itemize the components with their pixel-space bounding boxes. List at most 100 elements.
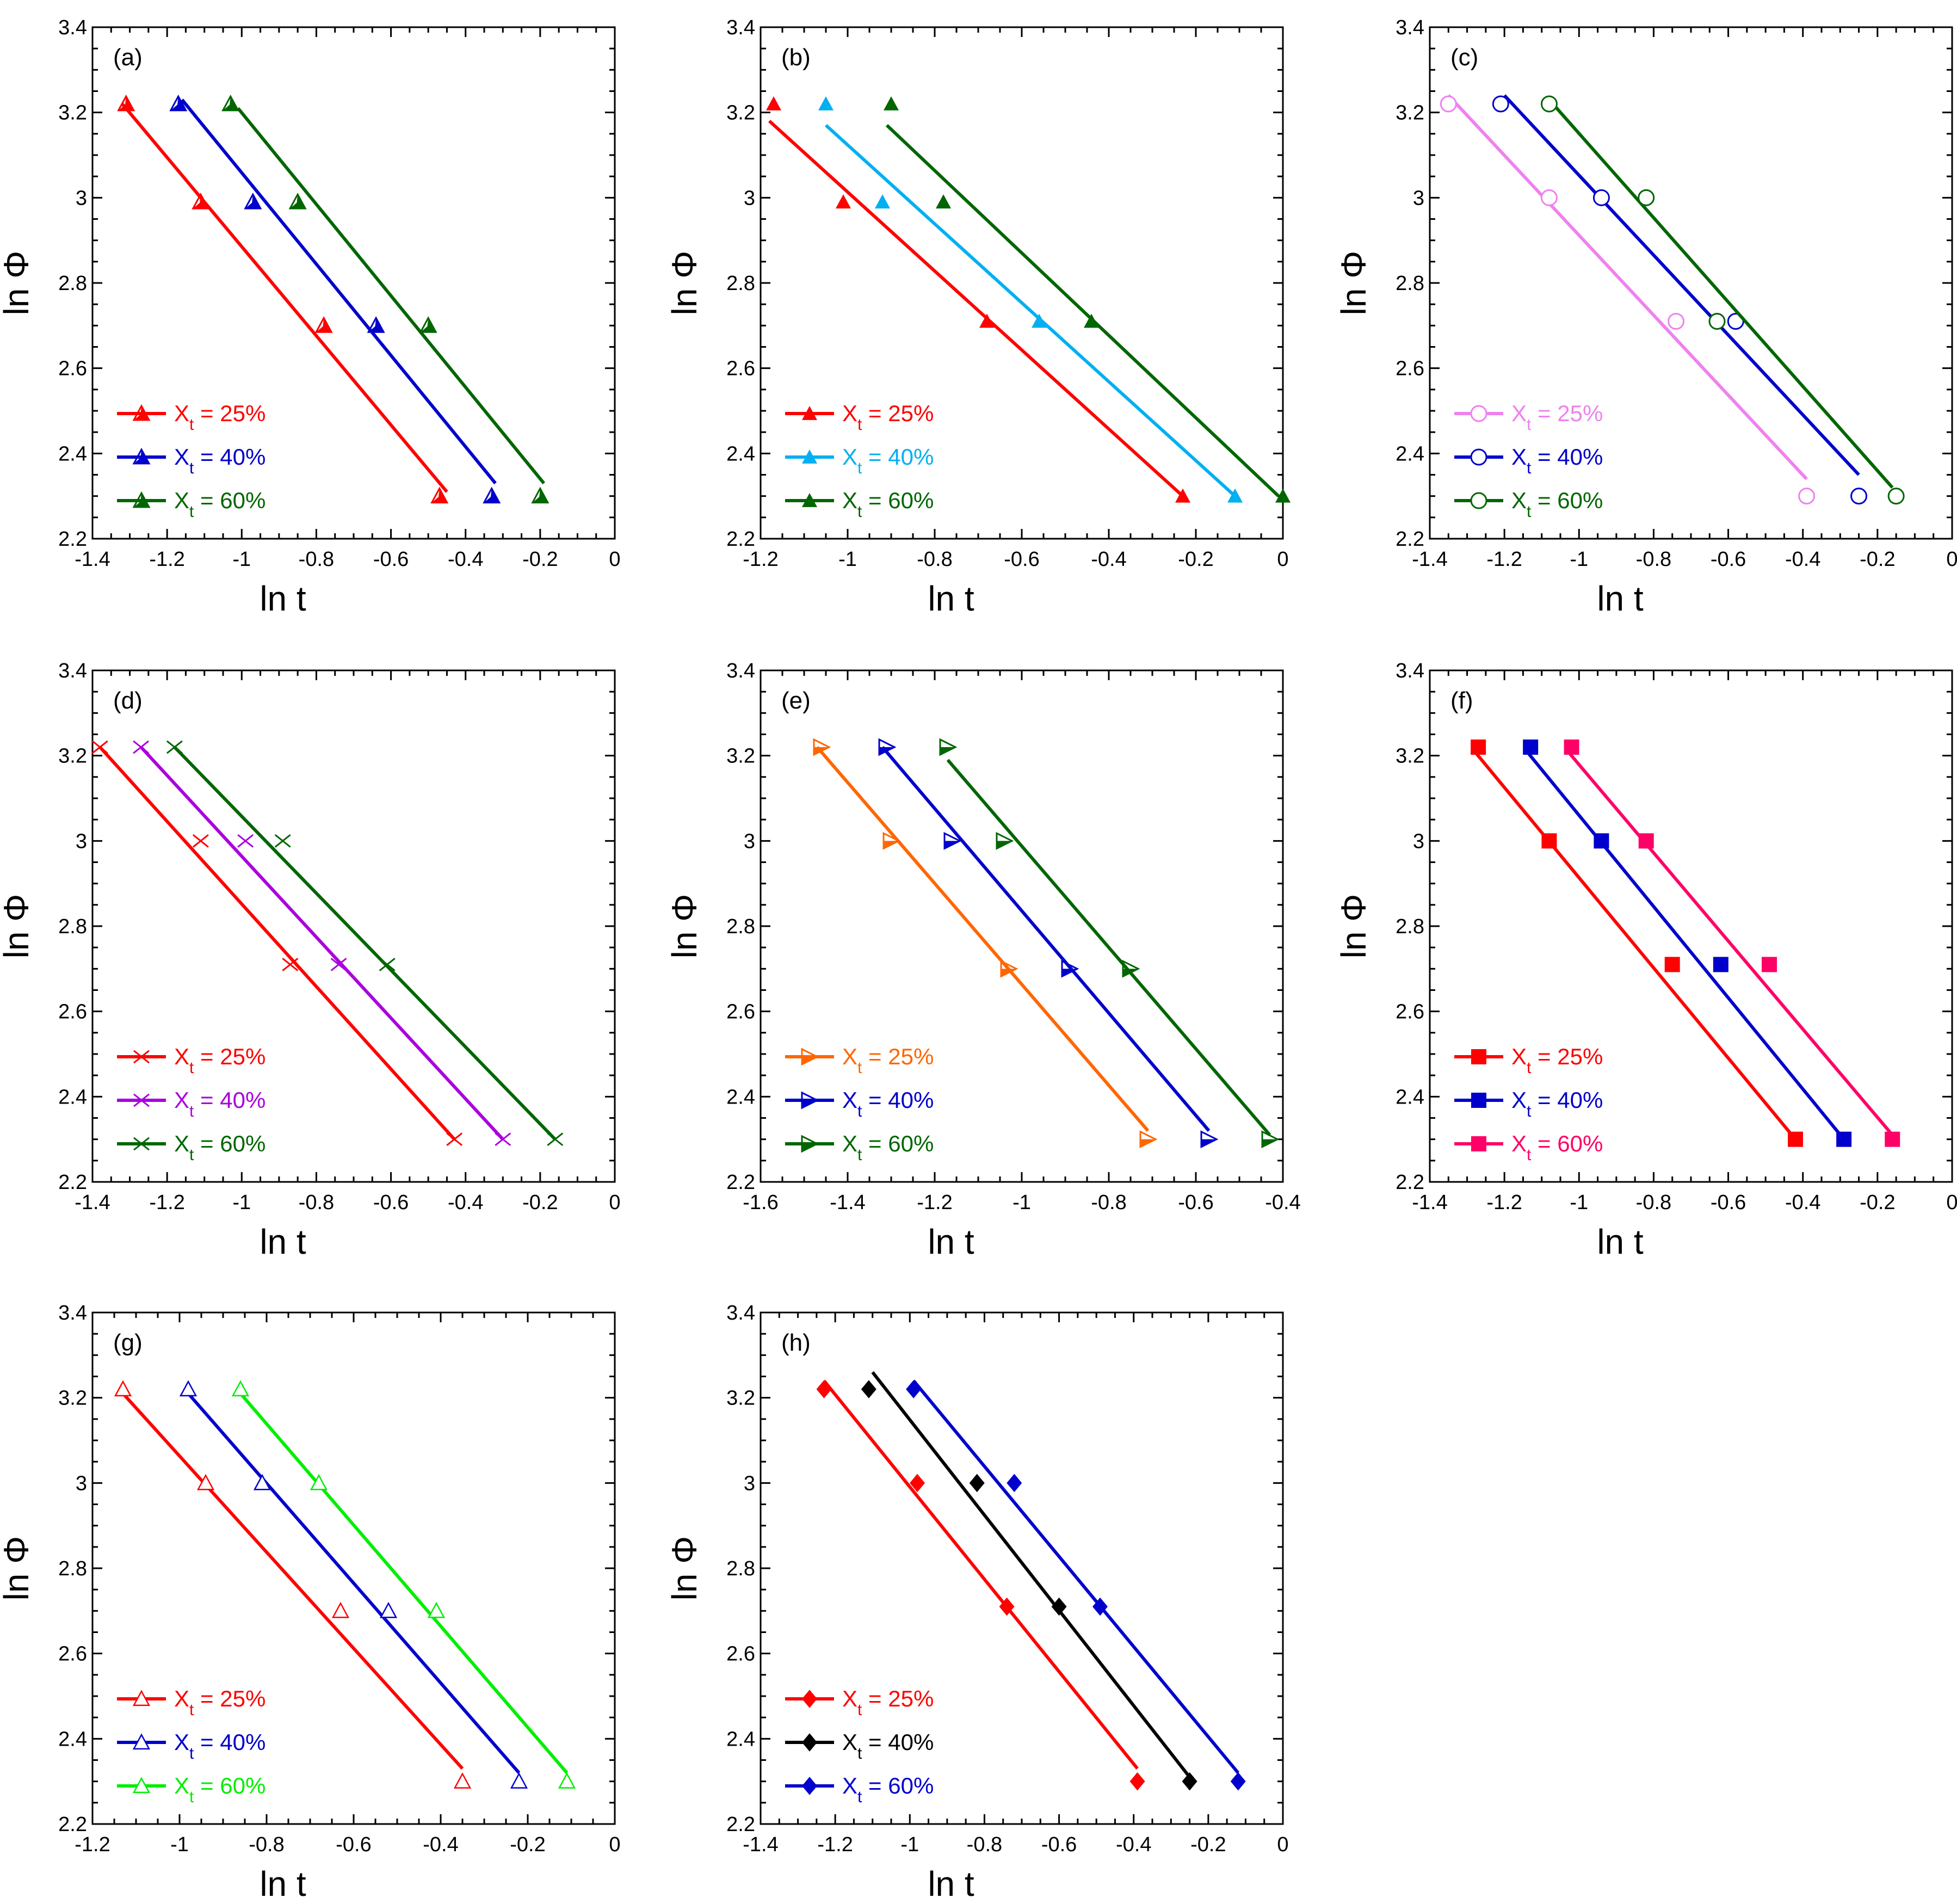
data-point bbox=[192, 193, 210, 209]
x-tick-label: -0.4 bbox=[1265, 1191, 1300, 1214]
data-point bbox=[1708, 313, 1726, 330]
y-tick-label: 2.2 bbox=[726, 1171, 755, 1194]
legend-marker bbox=[132, 1733, 151, 1750]
legend-label-rest: = 25% bbox=[194, 1044, 266, 1069]
legend-label-rest: = 60% bbox=[862, 488, 934, 513]
data-point bbox=[1668, 313, 1685, 330]
legend-label-sub: t bbox=[189, 1146, 194, 1164]
data-point bbox=[1175, 488, 1190, 503]
legend-label-rest: = 40% bbox=[194, 444, 266, 470]
legend-marker bbox=[1470, 492, 1487, 509]
y-tick-label: 2.4 bbox=[726, 442, 755, 465]
legend-label-main: X bbox=[174, 1686, 189, 1711]
legend-label: Xt = 60% bbox=[1511, 1131, 1603, 1164]
y-tick-label: 2.4 bbox=[58, 442, 87, 465]
legend-label-main: X bbox=[842, 488, 857, 513]
data-point bbox=[884, 96, 899, 110]
data-point bbox=[936, 194, 951, 209]
legend-marker bbox=[1470, 405, 1487, 422]
y-tick-label: 2.6 bbox=[726, 1643, 755, 1666]
y-axis-label: ln Φ bbox=[665, 894, 704, 959]
data-point bbox=[816, 1380, 832, 1398]
legend-label-main: X bbox=[842, 1044, 857, 1069]
data-point bbox=[1523, 740, 1539, 755]
legend-marker bbox=[802, 1690, 817, 1708]
plot-frame bbox=[760, 1311, 1284, 1825]
x-tick-label: -0.4 bbox=[1785, 1191, 1820, 1214]
legend-label: Xt = 40% bbox=[174, 1729, 266, 1763]
legend-label-sub: t bbox=[1527, 416, 1532, 434]
series: Xt = 40% bbox=[117, 1380, 528, 1789]
y-tick-label: 3 bbox=[744, 1472, 755, 1495]
y-tick-label: 2.6 bbox=[58, 1001, 87, 1024]
data-point bbox=[331, 1601, 350, 1618]
data-point bbox=[1227, 488, 1243, 503]
legend-label-main: X bbox=[1511, 488, 1527, 513]
legend-label-sub: t bbox=[189, 1788, 194, 1806]
x-tick-label: -0.8 bbox=[917, 548, 952, 571]
data-point bbox=[192, 834, 209, 848]
legend-label: Xt = 25% bbox=[174, 1686, 266, 1719]
chart-panel: -1.2 -1 -0.8 -0.6 -0.4 -0.2 0 2.2 2.4 2.6 2.8 3 3.2 3… bbox=[665, 16, 1291, 618]
legend-label: Xt = 60% bbox=[174, 1773, 266, 1806]
legend-label-rest: = 25% bbox=[862, 1044, 934, 1069]
plot-frame bbox=[760, 26, 1284, 540]
chart-panel: -1.4 -1.2 -1 -0.8 -0.6 -0.4 -0.2 0 2.2 2.4 2.6 2.8 3… bbox=[0, 16, 621, 618]
legend-marker bbox=[132, 1777, 151, 1794]
y-tick-label: 2.2 bbox=[58, 528, 87, 551]
x-tick-label: 0 bbox=[609, 548, 620, 571]
y-tick-label: 2.4 bbox=[1396, 442, 1424, 465]
y-tick-label: 2.4 bbox=[726, 1086, 755, 1108]
data-point bbox=[510, 1772, 528, 1789]
fit-line bbox=[121, 1392, 464, 1770]
data-point bbox=[1032, 313, 1047, 328]
legend-label-sub: t bbox=[857, 1102, 862, 1120]
legend-label-rest: = 60% bbox=[862, 1773, 934, 1798]
series: Xt = 40% bbox=[785, 738, 1219, 1149]
fit-line bbox=[239, 1392, 569, 1774]
legend-marker bbox=[802, 449, 817, 464]
legend-label-rest: = 40% bbox=[194, 1087, 266, 1113]
data-point bbox=[179, 1380, 197, 1397]
data-point bbox=[427, 1601, 446, 1618]
x-tick-label: 0 bbox=[1277, 1833, 1288, 1856]
series: Xt = 25% bbox=[114, 1380, 472, 1789]
y-tick-label: 3.4 bbox=[726, 1302, 755, 1324]
data-point bbox=[1594, 833, 1609, 849]
series: Xt = 60% bbox=[1454, 740, 1900, 1164]
x-tick-label: -1.2 bbox=[1486, 1191, 1522, 1214]
data-point bbox=[1200, 1130, 1219, 1149]
legend-marker bbox=[1470, 448, 1487, 466]
data-point bbox=[231, 1380, 250, 1397]
x-tick-label: -1.2 bbox=[917, 1191, 952, 1214]
x-tick-label: -1 bbox=[1570, 1191, 1588, 1214]
legend-label-sub: t bbox=[857, 459, 862, 477]
data-point bbox=[813, 738, 831, 756]
x-tick-label: -1.4 bbox=[743, 1833, 778, 1856]
data-point bbox=[495, 1132, 511, 1147]
data-point bbox=[237, 834, 254, 848]
y-tick-label: 2.4 bbox=[726, 1728, 755, 1751]
legend-label: Xt = 40% bbox=[842, 1729, 934, 1763]
data-point bbox=[379, 1601, 398, 1618]
x-tick-label: -0.2 bbox=[1190, 1833, 1226, 1856]
legend-label-sub: t bbox=[189, 1701, 194, 1719]
legend-label-sub: t bbox=[1527, 503, 1532, 521]
legend-label-sub: t bbox=[1527, 1146, 1532, 1164]
y-tick-label: 2.2 bbox=[58, 1171, 87, 1194]
legend-marker bbox=[133, 1137, 150, 1151]
x-axis-label: ln t bbox=[260, 579, 306, 618]
data-point bbox=[1540, 189, 1558, 206]
legend-label-sub: t bbox=[189, 1059, 194, 1077]
data-point bbox=[1092, 1597, 1108, 1616]
legend-marker bbox=[132, 1690, 151, 1706]
data-point bbox=[943, 831, 962, 850]
data-point bbox=[836, 194, 851, 209]
data-point bbox=[288, 193, 307, 209]
legend-label-main: X bbox=[174, 400, 189, 426]
legend-label: Xt = 60% bbox=[174, 1131, 266, 1164]
y-tick-label: 3.2 bbox=[726, 1387, 755, 1410]
data-point bbox=[906, 1380, 922, 1398]
fit-line bbox=[237, 107, 546, 485]
legend-label-main: X bbox=[174, 1729, 189, 1755]
